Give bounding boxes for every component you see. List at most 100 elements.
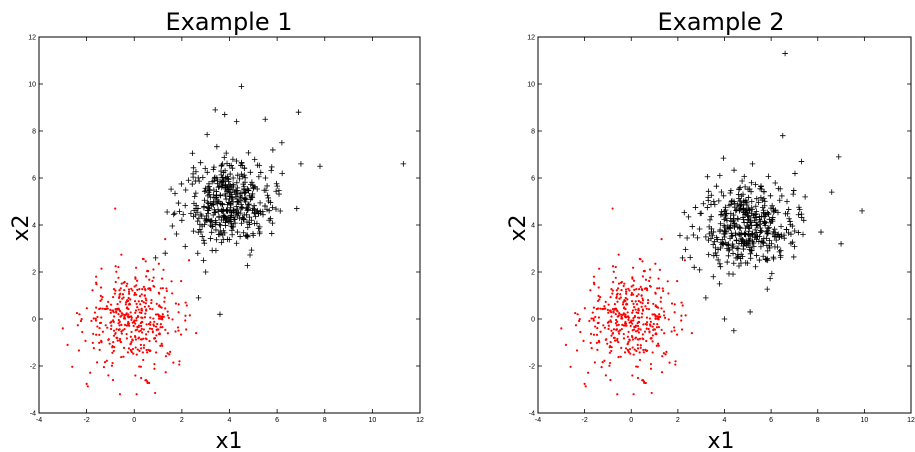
data-point-dot — [107, 300, 110, 304]
data-point-dot — [159, 315, 162, 318]
data-point-dot — [159, 287, 162, 290]
data-point-plus — [747, 255, 754, 262]
data-point-dot — [132, 320, 135, 324]
data-point-dot — [631, 338, 634, 341]
data-point-dot — [597, 316, 601, 319]
data-point-dot — [185, 328, 188, 331]
data-point-plus — [228, 191, 235, 198]
data-point-dot — [140, 293, 143, 296]
data-point-dot — [114, 331, 117, 335]
data-point-dot — [625, 292, 628, 295]
data-point-dot — [631, 329, 634, 332]
data-point-plus — [723, 210, 729, 217]
data-point-plus — [251, 220, 258, 227]
data-point-dot — [153, 320, 156, 323]
data-point-plus — [170, 211, 177, 218]
data-point-plus — [796, 204, 802, 211]
data-point-plus — [796, 206, 803, 213]
data-point-dot — [622, 312, 625, 315]
data-point-dot — [625, 303, 628, 306]
data-point-plus — [221, 154, 228, 161]
data-point-dot — [101, 307, 104, 310]
data-point-dot — [117, 318, 120, 322]
data-point-plus — [257, 169, 264, 176]
data-point-plus — [274, 183, 281, 189]
data-point-dot — [626, 335, 629, 338]
data-point-dot — [649, 276, 652, 279]
data-point-dot — [142, 337, 145, 340]
data-point-dot — [642, 351, 645, 354]
data-point-dot — [627, 330, 630, 334]
data-point-dot — [169, 350, 172, 353]
data-point-dot — [121, 293, 125, 296]
data-point-dot — [599, 330, 602, 333]
data-point-plus — [697, 210, 704, 217]
data-point-dot — [130, 340, 133, 344]
data-point-dot — [99, 307, 102, 310]
data-point-plus — [741, 173, 748, 180]
data-point-dot — [118, 320, 121, 323]
data-point-plus — [743, 197, 749, 203]
data-point-dot — [649, 285, 652, 288]
data-point-plus — [717, 172, 723, 179]
data-point-dot — [76, 324, 79, 327]
data-point-dot — [607, 327, 610, 331]
data-point-dot — [123, 288, 126, 292]
data-point-plus — [742, 225, 749, 231]
y-tick-label: 4 — [32, 223, 36, 230]
data-point-dot — [654, 305, 657, 308]
data-point-dot — [141, 287, 144, 291]
data-point-plus — [197, 159, 204, 166]
data-point-dot — [643, 330, 647, 333]
data-point-plus — [233, 158, 240, 164]
data-point-plus — [267, 215, 274, 222]
data-point-dot — [654, 332, 657, 336]
data-point-plus — [179, 217, 185, 224]
data-point-dot — [638, 337, 642, 340]
data-point-plus — [748, 205, 755, 211]
data-point-plus — [798, 214, 805, 221]
data-point-dot — [636, 343, 639, 346]
data-point-plus — [251, 202, 257, 209]
data-point-plus — [250, 184, 257, 191]
data-point-plus — [725, 242, 732, 249]
data-point-dot — [666, 280, 669, 283]
data-point-plus — [755, 199, 762, 206]
data-point-dot — [143, 305, 146, 308]
data-point-dot — [623, 351, 627, 354]
data-point-plus — [220, 174, 226, 181]
data-point-dot — [99, 286, 103, 289]
data-point-plus — [225, 178, 232, 185]
data-point-dot — [611, 292, 614, 295]
data-point-dot — [140, 327, 143, 330]
data-point-plus — [197, 221, 203, 228]
data-point-dot — [153, 285, 156, 288]
data-point-dot — [614, 276, 617, 279]
data-point-plus — [709, 232, 716, 239]
data-point-dot — [644, 322, 647, 326]
data-point-dot — [635, 365, 638, 368]
data-point-dot — [645, 339, 648, 343]
data-point-dot — [618, 329, 622, 332]
data-point-plus — [728, 230, 735, 237]
data-point-plus — [790, 191, 796, 197]
data-point-plus — [778, 223, 784, 230]
data-point-dot — [637, 309, 640, 312]
data-point-plus — [712, 201, 718, 208]
data-point-plus — [211, 187, 217, 193]
data-point-dot — [641, 275, 644, 278]
y-axis-label: x2 — [506, 214, 531, 241]
data-point-plus — [760, 253, 766, 260]
data-point-plus — [740, 216, 747, 223]
data-point-dot — [92, 347, 95, 350]
data-point-dot — [612, 270, 615, 273]
data-point-dot — [118, 337, 122, 341]
data-point-plus — [725, 253, 732, 259]
data-point-dot — [684, 314, 687, 317]
data-point-dot — [632, 302, 635, 305]
data-point-plus — [261, 187, 268, 194]
data-point-plus — [268, 167, 274, 174]
data-point-dot — [627, 340, 630, 344]
data-point-dot — [612, 280, 615, 284]
data-point-dot — [639, 328, 642, 331]
